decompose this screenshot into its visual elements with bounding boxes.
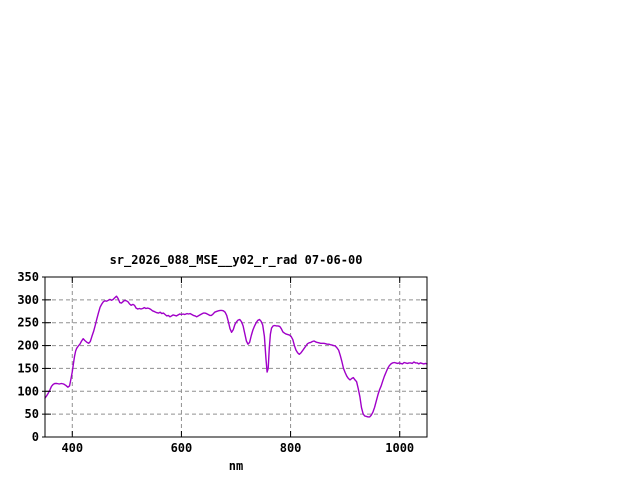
y-tick-label: 350	[17, 270, 39, 284]
x-tick-label: 400	[61, 441, 83, 455]
axis-layer	[42, 276, 428, 438]
x-tick-label: 600	[171, 441, 193, 455]
grid-layer	[45, 277, 427, 437]
y-tick-label: 50	[25, 407, 39, 421]
y-tick-label: 0	[32, 430, 39, 444]
chart-title: sr_2026_088_MSE__y02_r_rad 07-06-00	[110, 253, 363, 268]
curve-layer	[44, 295, 428, 418]
tick-label-layer: 400 600 800 1000 0 50 100 150 200 250 300 350	[17, 270, 414, 455]
y-tick-label: 300	[17, 293, 39, 307]
y-tick-label: 100	[17, 384, 39, 398]
y-tick-label: 200	[17, 339, 39, 353]
y-tick-label: 150	[17, 361, 39, 375]
y-tick-label: 250	[17, 316, 39, 330]
plot-border	[44, 276, 428, 438]
x-tick-label: 1000	[385, 441, 414, 455]
spectrum-line	[44, 295, 428, 418]
x-tick-label: 800	[280, 441, 302, 455]
x-axis-label: nm	[229, 459, 243, 473]
